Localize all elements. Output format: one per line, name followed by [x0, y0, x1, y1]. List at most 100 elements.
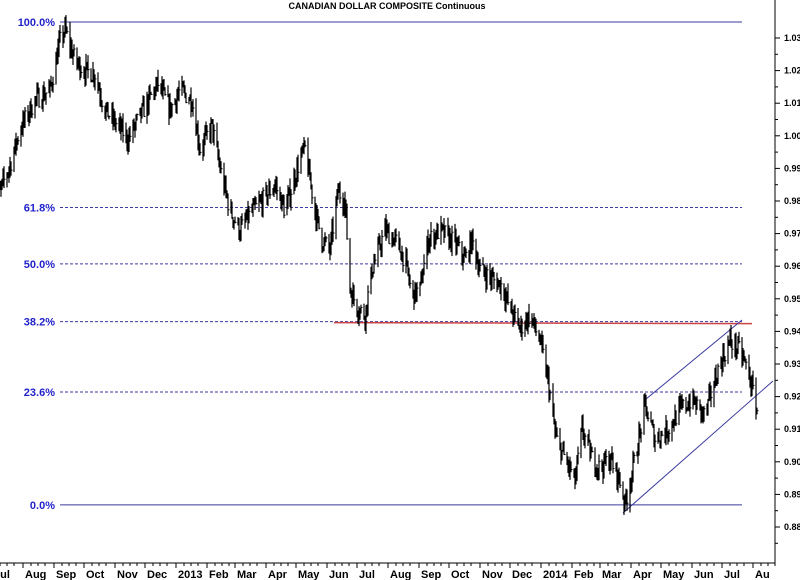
x-tick-label: Aug — [25, 569, 46, 580]
price-bar — [227, 193, 230, 216]
x-tick-label: Sep — [421, 569, 441, 580]
channel-lower-line — [622, 380, 774, 514]
price-bar — [486, 264, 489, 290]
y-tick-label: 0.98 — [784, 196, 800, 206]
price-bar — [402, 251, 405, 273]
price-bar — [430, 222, 433, 247]
price-bar — [171, 103, 174, 117]
y-tick-label: 0.93 — [784, 359, 800, 369]
price-bar — [563, 440, 566, 456]
x-tick-label: Apr — [633, 569, 653, 580]
price-bar — [619, 472, 622, 489]
price-bar — [220, 161, 223, 174]
price-bar — [3, 166, 6, 189]
price-bar — [507, 283, 510, 306]
price-bar — [745, 358, 748, 370]
price-bar — [605, 449, 608, 466]
x-tick-label: Nov — [117, 569, 139, 580]
price-bar — [311, 184, 314, 205]
price-bar — [360, 304, 363, 314]
price-bar — [185, 92, 188, 104]
price-bar — [500, 276, 503, 301]
price-bar — [675, 410, 678, 427]
price-bar — [756, 407, 759, 415]
price-bar — [381, 229, 384, 258]
price-bar — [66, 26, 69, 34]
support-line — [333, 321, 753, 325]
x-tick-label: Jul — [359, 569, 375, 580]
price-bar — [283, 194, 286, 219]
x-tick-label: May — [663, 569, 685, 580]
price-bar — [73, 44, 76, 57]
price-bar — [59, 24, 62, 43]
fibonacci-levels: 100.0% 61.8% 50.0% 38.2% 23.6% 0.0% — [18, 17, 742, 512]
price-bar — [689, 393, 692, 417]
price-bar — [52, 76, 55, 93]
price-bar — [556, 427, 559, 437]
price-bar — [269, 180, 272, 199]
channel-upper-line — [644, 319, 743, 401]
price-bar — [598, 454, 601, 481]
price-bar — [399, 237, 402, 253]
price-bar — [206, 125, 209, 140]
price-bar — [150, 91, 153, 95]
y-tick-label: 0.94 — [784, 326, 800, 336]
price-bar — [353, 284, 356, 307]
price-bar — [87, 55, 90, 79]
price-bar — [349, 238, 352, 294]
x-tick-label: Oct — [451, 569, 470, 580]
fib-label: 61.8% — [24, 203, 55, 215]
price-bar — [682, 398, 685, 409]
price-bar — [479, 258, 482, 272]
fib-label: 38.2% — [24, 317, 55, 329]
y-tick-label: 0.90 — [784, 457, 800, 467]
y-tick-label: 0.88 — [784, 522, 800, 532]
y-tick-label: 0.97 — [784, 229, 800, 239]
price-bar — [192, 99, 195, 117]
price-bar — [472, 228, 475, 251]
price-bar — [24, 107, 27, 129]
price-bar — [528, 303, 531, 328]
x-tick-label: May — [298, 569, 320, 580]
price-bar — [535, 318, 538, 337]
x-tick-label: Aug — [390, 569, 411, 580]
x-tick-label: Jul — [0, 569, 10, 580]
price-bar — [591, 446, 594, 453]
price-bar — [304, 140, 307, 148]
price-bar — [416, 282, 419, 302]
price-bar — [267, 194, 270, 207]
price-bar — [108, 115, 111, 120]
price-bar — [738, 331, 741, 344]
price-bar — [633, 452, 636, 464]
x-tick-label: Feb — [209, 569, 229, 580]
x-tick-label: 2014 — [543, 569, 568, 580]
price-bar — [290, 189, 293, 211]
price-bar — [654, 434, 657, 453]
price-bar — [318, 216, 321, 230]
y-tick-label: 1.02 — [784, 66, 800, 76]
price-bar — [31, 104, 34, 119]
x-tick-label: Apr — [268, 569, 288, 580]
x-tick-label: Jul — [724, 569, 740, 580]
price-bar — [276, 176, 279, 201]
price-bar — [493, 271, 496, 290]
price-bar — [94, 74, 97, 91]
y-tick-label: 0.95 — [784, 294, 800, 304]
y-tick-label: 0.91 — [784, 424, 800, 434]
x-tick-label: Nov — [482, 569, 504, 580]
price-bar — [514, 304, 517, 322]
y-tick-label: 0.96 — [784, 261, 800, 271]
price-bar — [437, 223, 440, 239]
x-tick-label: Jun — [694, 569, 714, 580]
price-bar — [10, 161, 13, 176]
x-tick-label: Mar — [602, 569, 622, 580]
price-bar — [549, 389, 552, 401]
price-bar — [255, 197, 258, 205]
price-bar — [696, 395, 699, 410]
y-tick-label: 0.92 — [784, 392, 800, 402]
x-tick-label: Oct — [86, 569, 105, 580]
price-bar — [395, 228, 398, 243]
x-tick-label: 2013 — [178, 569, 202, 580]
price-bar — [122, 113, 125, 143]
price-bar — [339, 181, 342, 204]
